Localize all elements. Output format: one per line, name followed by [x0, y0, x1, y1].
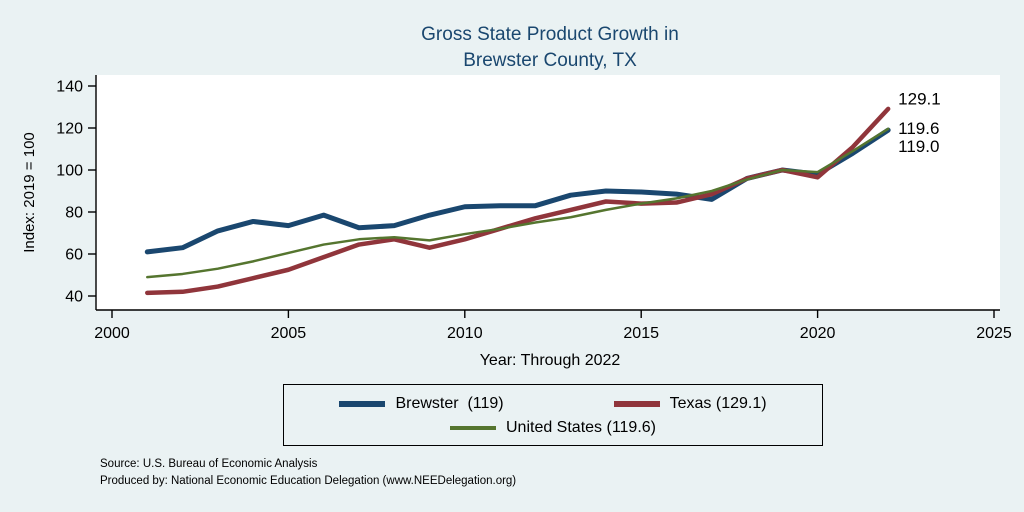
legend: Brewster (119) Texas (129.1) United Stat…	[283, 384, 823, 446]
legend-item-brewster: Brewster (119)	[339, 395, 504, 413]
y-tick-label: 140	[56, 79, 83, 96]
x-tick-label: 2010	[447, 325, 483, 342]
y-tick-label: 80	[65, 205, 83, 222]
y-tick-label: 40	[65, 289, 83, 306]
legend-swatch-united-states	[449, 426, 496, 430]
x-axis-label: Year: Through 2022	[479, 352, 621, 369]
source-note: Source: U.S. Bureau of Economic Analysis…	[100, 456, 516, 489]
plot-area	[96, 75, 1000, 310]
x-tick-label: 2000	[94, 325, 130, 342]
y-axis-label: Index: 2019 = 100	[21, 132, 38, 253]
legend-label-united-states: United States (119.6)	[505, 419, 656, 436]
x-tick-label: 2015	[623, 325, 659, 342]
legend-item-united-states: United States (119.6)	[449, 419, 656, 437]
y-tick-label: 60	[65, 247, 83, 264]
end-value-label: 119.6	[898, 119, 939, 138]
series-line-united-states	[146, 127, 890, 279]
end-value-label: 119.0	[898, 137, 939, 156]
source-line2: Produced by: National Economic Education…	[100, 474, 517, 487]
end-value-label: 129.1	[898, 90, 941, 109]
legend-row-1: Brewster (119) Texas (129.1)	[284, 395, 822, 413]
legend-label-texas: Texas (129.1)	[669, 395, 767, 412]
legend-row-2: United States (119.6)	[284, 419, 822, 437]
chart-title: Gross State Product Growth in Brewster C…	[96, 22, 1004, 73]
source-line1: Source: U.S. Bureau of Economic Analysis	[100, 458, 318, 470]
legend-swatch-brewster	[339, 401, 386, 407]
legend-label-brewster: Brewster (119)	[395, 395, 504, 412]
legend-item-texas: Texas (129.1)	[613, 395, 767, 413]
x-tick-label: 2005	[271, 325, 307, 342]
y-tick-label: 100	[56, 163, 83, 180]
chart-title-line1: Gross State Product Growth in	[421, 24, 679, 45]
y-tick-label: 120	[56, 121, 83, 138]
x-tick-label: 2025	[976, 325, 1012, 342]
legend-swatch-texas	[613, 401, 660, 407]
chart-title-line2: Brewster County, TX	[463, 49, 637, 71]
x-tick-label: 2020	[800, 325, 836, 342]
